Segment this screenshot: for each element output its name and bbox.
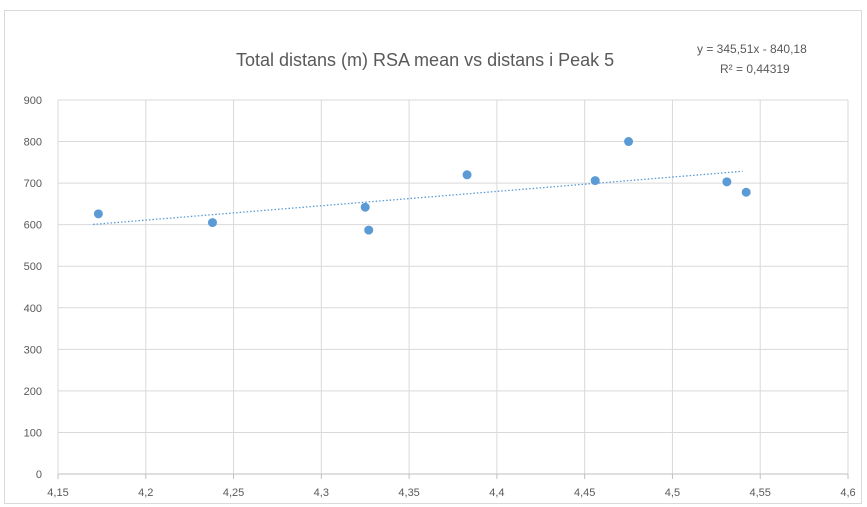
axis-layer: 0 100 200 300 400 500 600 700 800 900 4,15 4,2 4,25 4… [24,95,856,499]
x-tick-label: 4,4 [489,487,504,499]
x-tick-label: 4,35 [398,487,419,499]
data-point [741,187,751,197]
y-tick-label: 200 [24,386,42,398]
y-tick-label: 900 [24,95,42,107]
data-point [590,176,600,186]
data-point [93,209,103,219]
data-point [624,137,634,147]
x-tick-label: 4,55 [750,487,771,499]
data-point [462,170,472,180]
x-tick-label: 4,5 [665,487,680,499]
y-tick-label: 600 [24,220,42,232]
y-tick-label: 500 [24,261,42,273]
trendline-r-squared: R² = 0,44319 [720,62,790,76]
y-tick-label: 300 [24,344,42,356]
trendline [93,170,743,226]
y-tick-label: 0 [36,469,42,481]
data-point [207,218,217,228]
x-tick-label: 4,25 [223,487,244,499]
data-points-layer [93,137,751,235]
y-tick-label: 700 [24,178,42,190]
data-point [722,177,732,187]
x-tick-label: 4,45 [574,487,595,499]
grid-layer [58,99,849,474]
trendline-layer [93,170,743,226]
trendline-equation: y = 345,51x - 840,18 [697,42,807,56]
chart-title: Total distans (m) RSA mean vs distans i … [236,50,615,70]
x-tick-label: 4,2 [138,487,153,499]
y-tick-label: 100 [24,427,42,439]
chart-frame [4,10,862,504]
data-point [360,202,370,212]
x-tick-label: 4,3 [314,487,329,499]
x-tick-label: 4,15 [47,487,68,499]
y-tick-label: 800 [24,137,42,149]
data-point [364,225,374,235]
y-tick-label: 400 [24,303,42,315]
x-tick-label: 4,6 [840,487,855,499]
